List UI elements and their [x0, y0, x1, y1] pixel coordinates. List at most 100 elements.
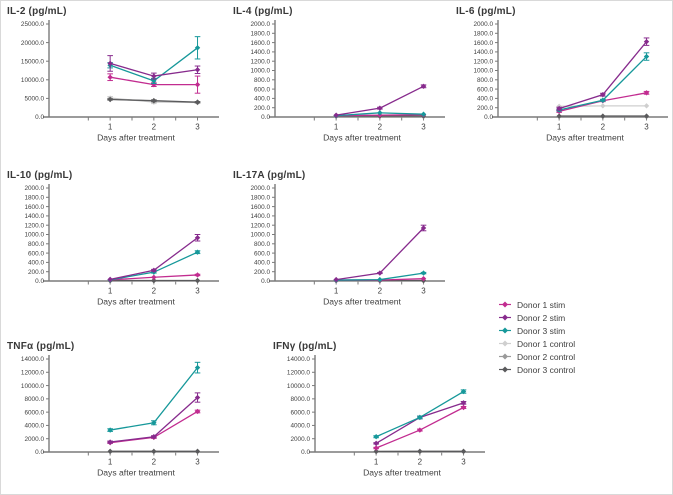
svg-text:6000.0: 6000.0 — [24, 409, 44, 416]
svg-text:600.0: 600.0 — [254, 86, 270, 93]
svg-text:800.0: 800.0 — [254, 241, 270, 248]
legend-entry-donor3-stim: Donor 3 stim — [498, 324, 668, 337]
chart-il2: IL-2 (pg/mL) 0.0 5000.0 10000.0 15000.0 2000… — [3, 4, 225, 155]
svg-text:1000.0: 1000.0 — [473, 68, 493, 75]
svg-text:0.0: 0.0 — [261, 114, 270, 121]
chart-ifng: IFNγ (pg/mL) 0.0 2000.0 4000.0 6000.0 8000.0… — [269, 339, 491, 490]
line-diamond-marker-icon — [499, 340, 511, 347]
svg-text:1: 1 — [557, 123, 562, 132]
svg-text:25000.0: 25000.0 — [21, 21, 45, 28]
svg-text:4000.0: 4000.0 — [24, 423, 44, 430]
chart-il17a: IL-17A (pg/mL) 0.0 200.0 400.0 600.0 800.0 10… — [229, 168, 451, 319]
svg-text:2000.0: 2000.0 — [250, 185, 270, 192]
svg-text:1200.0: 1200.0 — [250, 58, 270, 65]
il4-plot-svg: 0.0 200.0 400.0 600.0 800.0 1000.0 1200.0 1400.… — [250, 20, 445, 143]
svg-text:2: 2 — [152, 458, 157, 467]
il17a-plot-svg: 0.0 200.0 400.0 600.0 800.0 1000.0 1200.0 1400.… — [250, 184, 445, 307]
svg-text:1: 1 — [334, 287, 339, 296]
svg-text:0.0: 0.0 — [35, 449, 44, 456]
svg-text:Days after treatment: Days after treatment — [363, 468, 441, 478]
svg-text:600.0: 600.0 — [477, 86, 493, 93]
legend-label: Donor 1 control — [517, 338, 576, 349]
il6-plot-svg: 0.0 200.0 400.0 600.0 800.0 1000.0 1200.0 1400.… — [473, 20, 668, 143]
legend: Donor 1 stim Donor 2 stim Donor 3 stim D… — [498, 298, 668, 376]
svg-text:400.0: 400.0 — [28, 260, 44, 267]
svg-text:2: 2 — [378, 287, 383, 296]
chart-il6: IL-6 (pg/mL) 0.0 200.0 400.0 600.0 800.0 1000… — [452, 4, 672, 155]
svg-text:12000.0: 12000.0 — [287, 369, 311, 376]
svg-text:10000.0: 10000.0 — [21, 77, 45, 84]
svg-text:3: 3 — [461, 458, 466, 467]
chart-title-tnfa: TNFα (pg/mL) — [7, 341, 75, 352]
line-diamond-marker-icon — [499, 353, 511, 360]
line-diamond-marker-icon — [499, 314, 511, 321]
svg-text:Days after treatment: Days after treatment — [97, 133, 175, 143]
svg-text:2000.0: 2000.0 — [290, 436, 310, 443]
line-diamond-marker-icon — [499, 327, 511, 334]
svg-text:0.0: 0.0 — [261, 278, 270, 285]
svg-text:0.0: 0.0 — [301, 449, 310, 456]
svg-text:20000.0: 20000.0 — [21, 40, 45, 47]
svg-text:12000.0: 12000.0 — [21, 369, 45, 376]
svg-text:8000.0: 8000.0 — [290, 396, 310, 403]
il10-plot-svg: 0.0 200.0 400.0 600.0 800.0 1000.0 1200.0 1400.… — [24, 184, 219, 307]
svg-text:400.0: 400.0 — [254, 260, 270, 267]
svg-text:0.0: 0.0 — [35, 278, 44, 285]
svg-text:200.0: 200.0 — [477, 105, 493, 112]
svg-text:400.0: 400.0 — [254, 96, 270, 103]
svg-text:3: 3 — [195, 458, 200, 467]
svg-text:200.0: 200.0 — [254, 269, 270, 276]
svg-text:Days after treatment: Days after treatment — [323, 133, 401, 143]
legend-label: Donor 3 control — [517, 364, 576, 375]
svg-text:1000.0: 1000.0 — [250, 232, 270, 239]
svg-text:800.0: 800.0 — [28, 241, 44, 248]
svg-text:0.0: 0.0 — [35, 114, 44, 121]
svg-text:3: 3 — [421, 123, 426, 132]
chart-il10: IL-10 (pg/mL) 0.0 200.0 400.0 600.0 800.0 100… — [3, 168, 225, 319]
svg-text:Days after treatment: Days after treatment — [97, 297, 175, 307]
svg-text:4000.0: 4000.0 — [290, 423, 310, 430]
svg-text:14000.0: 14000.0 — [21, 356, 45, 363]
svg-text:200.0: 200.0 — [254, 105, 270, 112]
svg-text:1200.0: 1200.0 — [250, 222, 270, 229]
svg-text:1200.0: 1200.0 — [24, 222, 44, 229]
svg-text:1400.0: 1400.0 — [473, 49, 493, 56]
svg-text:3: 3 — [421, 287, 426, 296]
svg-text:1400.0: 1400.0 — [24, 213, 44, 220]
svg-text:3: 3 — [195, 287, 200, 296]
svg-text:2000.0: 2000.0 — [473, 21, 493, 28]
legend-label: Donor 3 stim — [517, 325, 566, 336]
line-diamond-marker-icon — [499, 366, 511, 373]
legend-entry-donor2-control: Donor 2 control — [498, 350, 668, 363]
svg-text:800.0: 800.0 — [477, 77, 493, 84]
legend-entry-donor1-control: Donor 1 control — [498, 337, 668, 350]
svg-text:400.0: 400.0 — [477, 96, 493, 103]
svg-text:800.0: 800.0 — [254, 77, 270, 84]
svg-text:1200.0: 1200.0 — [473, 58, 493, 65]
svg-text:1600.0: 1600.0 — [250, 40, 270, 47]
svg-text:14000.0: 14000.0 — [287, 356, 311, 363]
svg-text:2: 2 — [152, 287, 157, 296]
svg-text:10000.0: 10000.0 — [287, 383, 311, 390]
svg-text:1000.0: 1000.0 — [250, 68, 270, 75]
svg-text:1800.0: 1800.0 — [473, 31, 493, 38]
legend-entry-donor1-stim: Donor 1 stim — [498, 298, 668, 311]
chart-title-il6: IL-6 (pg/mL) — [456, 6, 516, 17]
svg-text:Days after treatment: Days after treatment — [97, 468, 175, 478]
svg-text:10000.0: 10000.0 — [21, 383, 45, 390]
chart-title-il2: IL-2 (pg/mL) — [7, 6, 67, 17]
svg-text:8000.0: 8000.0 — [24, 396, 44, 403]
svg-text:1800.0: 1800.0 — [250, 195, 270, 202]
svg-text:3: 3 — [644, 123, 649, 132]
chart-title-il17a: IL-17A (pg/mL) — [233, 170, 306, 181]
svg-text:600.0: 600.0 — [28, 250, 44, 257]
legend-label: Donor 2 stim — [517, 312, 566, 323]
line-diamond-marker-icon — [499, 301, 511, 308]
svg-text:5000.0: 5000.0 — [24, 96, 44, 103]
svg-text:1: 1 — [108, 123, 113, 132]
chart-title-il4: IL-4 (pg/mL) — [233, 6, 293, 17]
svg-text:15000.0: 15000.0 — [21, 58, 45, 65]
svg-text:2: 2 — [601, 123, 606, 132]
svg-text:1: 1 — [374, 458, 379, 467]
